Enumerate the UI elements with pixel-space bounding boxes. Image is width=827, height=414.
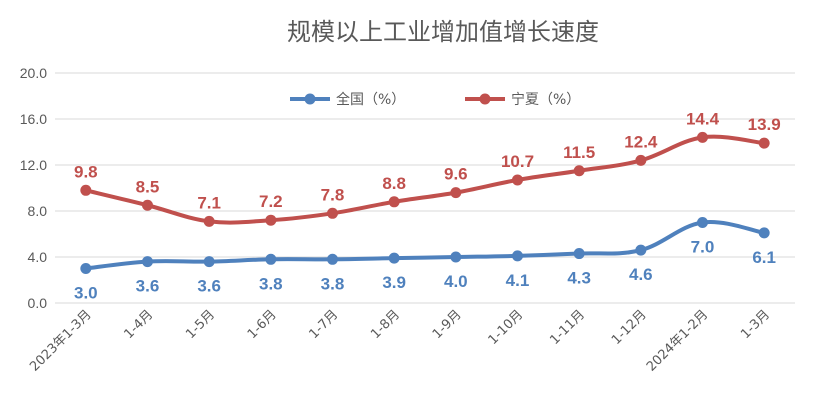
data-label: 8.8 — [382, 174, 406, 193]
data-label: 4.0 — [444, 272, 468, 291]
y-tick-label: 4.0 — [28, 249, 48, 265]
x-tick-label: 2024年1-2月 — [644, 307, 711, 374]
data-label: 3.8 — [321, 274, 345, 293]
x-tick-label: 1-12月 — [609, 307, 650, 348]
legend-label: 全国（%） — [336, 91, 405, 108]
data-point — [142, 199, 153, 211]
x-tick-label: 1-7月 — [307, 307, 342, 342]
data-point — [450, 187, 462, 199]
data-label: 12.4 — [624, 132, 658, 151]
data-point — [327, 253, 338, 265]
x-tick-label: 1-3月 — [738, 307, 773, 342]
data-point — [265, 253, 277, 265]
data-label: 13.9 — [748, 115, 781, 134]
series-line-0 — [85, 219, 765, 271]
data-label: 10.7 — [501, 152, 534, 171]
data-labels: 3.0 3.6 3.6 3.8 3.8 3.9 4.0 4.1 4.3 4.6 7.0 6.1 9.8 8… — [74, 109, 781, 302]
data-label: 7.2 — [259, 192, 283, 211]
y-tick-label: 16.0 — [20, 111, 47, 127]
data-point — [265, 214, 277, 226]
data-label: 3.8 — [259, 274, 283, 293]
data-label: 7.8 — [321, 185, 345, 204]
data-point — [80, 184, 92, 196]
data-label: 7.0 — [691, 238, 715, 257]
x-tick-label: 1-6月 — [245, 307, 280, 342]
legend-swatch-marker — [479, 93, 491, 105]
data-point — [512, 250, 523, 262]
data-label: 9.8 — [74, 162, 98, 181]
data-point — [758, 137, 770, 149]
data-point — [142, 256, 153, 268]
data-point — [635, 244, 647, 256]
legend-swatch-marker — [304, 93, 316, 105]
data-point — [697, 217, 708, 228]
y-tick-label: 8.0 — [28, 203, 48, 219]
x-tick-label: 2023年1-3月 — [27, 307, 94, 374]
data-point — [203, 256, 215, 268]
data-point — [635, 154, 647, 166]
data-label: 4.6 — [629, 265, 653, 284]
series-line-1 — [85, 134, 765, 225]
data-point — [388, 252, 400, 264]
gridlines — [55, 72, 795, 304]
data-label: 14.4 — [686, 109, 720, 128]
legend: 全国（%） 宁夏（%） — [290, 91, 580, 108]
data-point — [758, 227, 770, 239]
y-axis: 0.0 4.0 8.0 12.0 16.0 20.0 — [20, 65, 47, 311]
x-axis: 2023年1-3月 1-4月 1-5月 1-6月 1-7月 1-8月 1-9月 1-10月 1-… — [27, 307, 773, 374]
data-label: 7.1 — [197, 193, 221, 212]
data-label: 3.9 — [382, 273, 406, 292]
data-label: 4.3 — [567, 269, 591, 288]
data-label: 8.5 — [136, 177, 160, 196]
data-label: 11.5 — [563, 143, 595, 162]
x-tick-label: 1-10月 — [486, 307, 527, 348]
x-tick-label: 1-4月 — [122, 307, 157, 342]
x-tick-label: 1-8月 — [368, 307, 403, 342]
data-point — [697, 131, 708, 143]
data-label: 9.6 — [444, 165, 468, 184]
x-tick-label: 1-9月 — [430, 307, 465, 342]
data-point — [203, 215, 215, 227]
y-tick-label: 20.0 — [20, 65, 47, 81]
series-group — [80, 131, 770, 274]
data-point — [388, 196, 400, 208]
x-tick-label: 1-11月 — [547, 307, 588, 348]
data-point — [573, 165, 585, 177]
data-label: 3.6 — [197, 277, 221, 296]
data-point — [512, 174, 523, 186]
data-point — [80, 263, 92, 274]
y-tick-label: 0.0 — [28, 295, 48, 311]
x-tick-label: 1-5月 — [183, 307, 218, 342]
data-point — [327, 207, 338, 219]
data-label: 3.6 — [136, 277, 160, 296]
chart-title: 规模以上工业增加值增长速度 — [287, 18, 599, 46]
y-tick-label: 12.0 — [20, 157, 47, 173]
data-label: 4.1 — [506, 271, 530, 290]
data-label: 6.1 — [752, 248, 776, 267]
data-point — [450, 251, 462, 263]
data-label: 3.0 — [74, 284, 98, 303]
data-point — [573, 248, 585, 260]
legend-label: 宁夏（%） — [511, 91, 580, 108]
